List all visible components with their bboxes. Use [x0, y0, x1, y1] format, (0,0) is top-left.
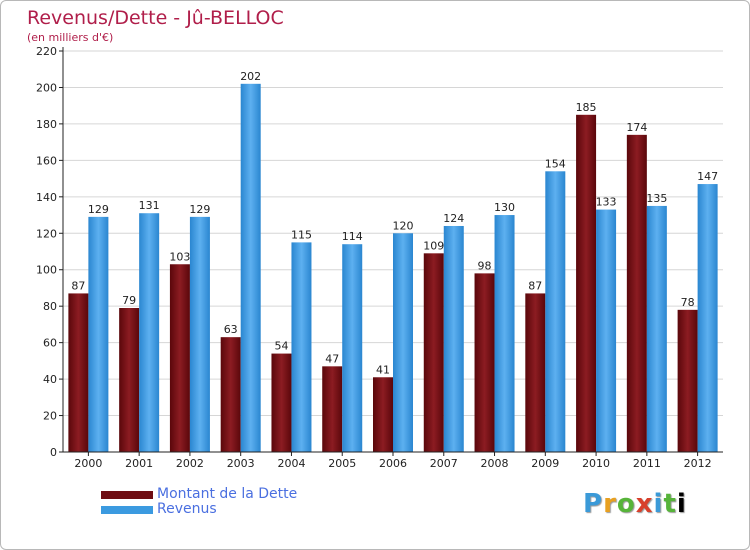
proxiti-logo: Proxiti	[583, 489, 687, 519]
legend-item-revenue: Revenus	[101, 502, 297, 517]
bar-debt-2010	[576, 114, 597, 452]
label-debt-2003: 63	[224, 323, 238, 336]
label-debt-2001: 79	[122, 294, 136, 307]
label-revenue-2006: 120	[393, 219, 414, 232]
label-revenue-2002: 129	[189, 203, 210, 216]
bar-debt-2006	[373, 377, 393, 452]
x-tick-label-2001: 2001	[125, 457, 153, 470]
legend: Montant de la Dette Revenus	[101, 487, 297, 517]
label-revenue-2009: 154	[545, 157, 566, 170]
y-tick-label: 160	[36, 154, 57, 167]
legend-label-debt: Montant de la Dette	[157, 486, 298, 502]
y-tick-label: 140	[36, 191, 57, 204]
legend-item-debt: Montant de la Dette	[101, 487, 297, 502]
bars	[68, 83, 718, 453]
label-debt-2006: 41	[376, 363, 390, 376]
label-debt-2004: 54	[274, 340, 288, 353]
label-revenue-2005: 114	[342, 230, 363, 243]
bar-revenue-2010	[596, 209, 617, 452]
y-tick-label: 0	[50, 446, 57, 459]
x-tick-label-2000: 2000	[74, 457, 102, 470]
bar-debt-2004	[271, 353, 292, 452]
label-debt-2009: 87	[528, 279, 542, 292]
bar-revenue-2009	[545, 171, 566, 453]
label-debt-2010: 185	[576, 101, 597, 114]
label-revenue-2008: 130	[494, 201, 515, 214]
label-debt-2002: 103	[169, 250, 190, 263]
bar-revenue-2011	[646, 205, 667, 452]
label-revenue-2007: 124	[443, 212, 464, 225]
bar-debt-2009	[525, 293, 546, 452]
y-tick-label: 20	[43, 410, 57, 423]
bar-debt-2000	[68, 293, 89, 452]
bar-revenue-2012	[697, 184, 718, 453]
chart-title: Revenus/Dette - Jû-BELLOC	[27, 7, 284, 29]
bar-debt-2008	[474, 273, 495, 452]
y-tick-label: 220	[36, 45, 57, 58]
label-revenue-2001: 131	[139, 199, 160, 212]
label-debt-2011: 174	[626, 121, 647, 134]
y-tick-label: 120	[36, 227, 57, 240]
label-revenue-2010: 133	[596, 196, 617, 209]
x-tick-label-2011: 2011	[633, 457, 661, 470]
y-tick-label: 80	[43, 300, 57, 313]
bar-debt-2003	[220, 337, 241, 452]
x-tick-label-2007: 2007	[430, 457, 458, 470]
chart-subtitle: (en milliers d'€)	[27, 31, 114, 44]
label-revenue-2012: 147	[697, 170, 718, 183]
label-revenue-2011: 135	[646, 192, 667, 205]
legend-swatch-debt	[101, 490, 153, 499]
bar-revenue-2005	[342, 244, 363, 452]
label-revenue-2004: 115	[291, 228, 312, 241]
y-tick-label: 100	[36, 264, 57, 277]
label-debt-2012: 78	[681, 296, 695, 309]
x-tick-label-2006: 2006	[379, 457, 407, 470]
bar-revenue-2004	[291, 242, 312, 452]
bar-debt-2005	[322, 366, 343, 452]
bar-revenue-2003	[240, 83, 261, 453]
x-tick-label-2012: 2012	[684, 457, 712, 470]
x-tick-label-2009: 2009	[531, 457, 559, 470]
label-revenue-2003: 202	[240, 70, 261, 83]
bar-revenue-2001	[139, 213, 160, 452]
legend-label-revenue: Revenus	[157, 501, 217, 517]
y-tick-label: 180	[36, 118, 57, 131]
value-labels: 87 129 79 131 103 129 63 202 54 115 47 114 41 120 109 1…	[71, 70, 718, 376]
label-debt-2000: 87	[71, 279, 85, 292]
label-debt-2005: 47	[325, 352, 339, 365]
bar-revenue-2008	[494, 215, 515, 452]
y-tick-label: 40	[43, 373, 57, 386]
x-tick-label-2002: 2002	[176, 457, 204, 470]
bar-debt-2001	[119, 308, 140, 452]
bar-debt-2011	[626, 134, 647, 452]
label-revenue-2000: 129	[88, 203, 109, 216]
bar-revenue-2007	[443, 225, 464, 452]
bar-debt-2007	[423, 253, 444, 452]
label-debt-2008: 98	[478, 259, 492, 272]
bar-debt-2002	[169, 264, 190, 452]
x-tick-label-2003: 2003	[227, 457, 255, 470]
label-debt-2007: 109	[423, 239, 444, 252]
bar-revenue-2002	[189, 216, 210, 452]
bar-revenue-2006	[393, 233, 413, 452]
y-tick-label: 200	[36, 81, 57, 94]
y-tick-label: 60	[43, 337, 57, 350]
x-tick-label-2010: 2010	[582, 457, 610, 470]
x-tick-label-2008: 2008	[481, 457, 509, 470]
axes: 0 20 40 60 80 100 120 140 160 180 200 220 2000 2001 20…	[36, 45, 723, 470]
bar-revenue-2000	[88, 216, 109, 452]
bar-debt-2012	[677, 309, 698, 452]
legend-swatch-revenue	[101, 505, 153, 514]
x-tick-label-2005: 2005	[328, 457, 356, 470]
x-tick-label-2004: 2004	[277, 457, 305, 470]
